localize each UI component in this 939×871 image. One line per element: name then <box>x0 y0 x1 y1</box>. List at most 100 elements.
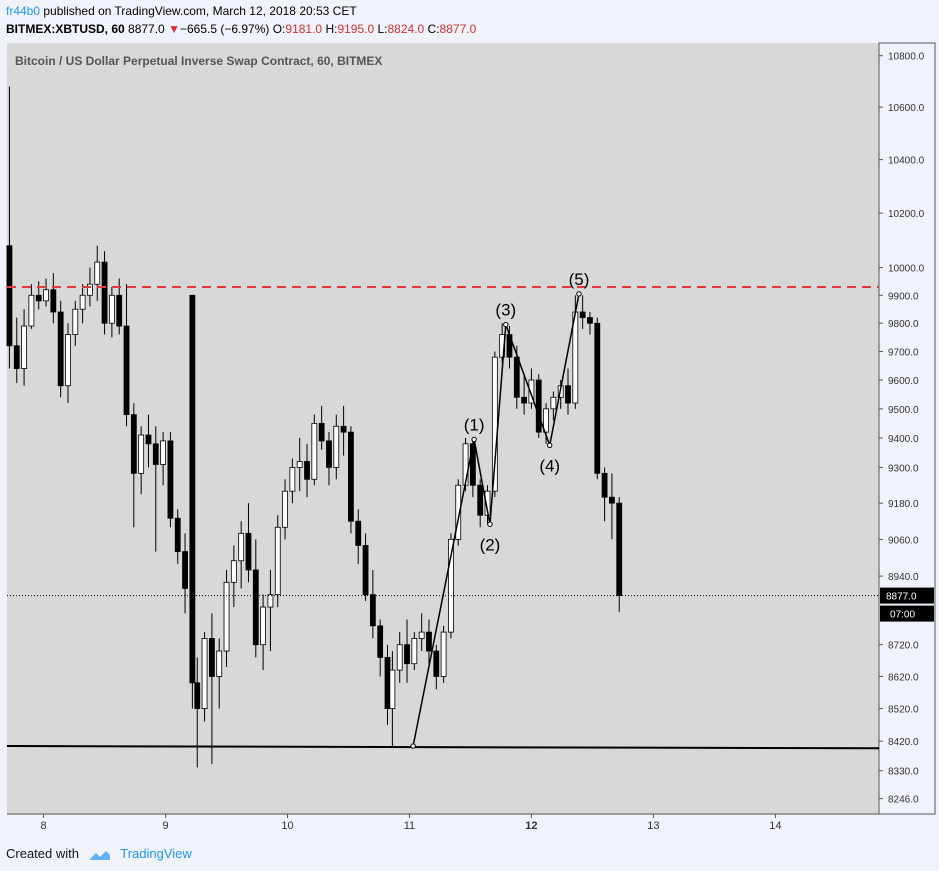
wave-label: (5) <box>569 270 590 289</box>
candle <box>296 437 303 492</box>
plot-area[interactable] <box>7 43 879 814</box>
price-tick-label: 10000.0 <box>888 264 925 275</box>
candle <box>396 632 403 683</box>
candle-body-down <box>587 317 593 324</box>
candle <box>362 533 369 601</box>
candle-body-up <box>216 650 223 677</box>
candle <box>355 509 362 564</box>
candle-body-up <box>260 606 267 646</box>
candle-body-up <box>389 669 396 709</box>
candle <box>130 403 137 528</box>
candle-body-down <box>194 682 201 709</box>
candle-body-up <box>411 638 418 665</box>
candle-body-up <box>43 289 49 302</box>
candle-body-down <box>189 294 196 684</box>
candle <box>528 368 535 409</box>
candle <box>21 309 27 386</box>
candle <box>182 533 188 614</box>
candle <box>491 351 498 498</box>
time-axis[interactable] <box>7 814 879 834</box>
candle-body-up <box>238 532 245 562</box>
candle-body-down <box>579 311 586 319</box>
candle <box>411 632 418 671</box>
time-tick-label: 10 <box>281 820 293 832</box>
candle <box>101 251 108 335</box>
publish-info: fr44b0 published on TradingView.com, Mar… <box>6 4 357 18</box>
time-tick-label: 13 <box>647 820 659 832</box>
last-price: 8877.0 <box>128 22 165 36</box>
high-value: 9195.0 <box>337 22 375 36</box>
elliott-wave-node <box>471 436 477 443</box>
candle <box>369 569 376 639</box>
candle <box>455 479 462 546</box>
wave-label: (4) <box>539 456 560 475</box>
elliott-wave-node <box>547 442 553 449</box>
candle-body-down <box>340 425 347 433</box>
candle-body-down <box>601 472 608 498</box>
candle <box>448 533 454 639</box>
symbol-label: BITMEX:XBTUSD, 60 <box>6 22 125 36</box>
candle-body-down <box>252 569 259 646</box>
price-ticks: 10800.0 10600.0 10400.0 10200.0 10000.0 9900.… <box>879 52 934 806</box>
candle <box>289 458 296 504</box>
candle-body-down <box>377 625 384 658</box>
chart-title: Bitcoin / US Dollar Perpetual Inverse Sw… <box>15 54 382 68</box>
current-price-label: 8877.0 <box>886 592 917 603</box>
candle <box>311 414 318 486</box>
candle <box>145 414 152 468</box>
time-tick-label: 11 <box>404 820 415 832</box>
price-tick-label: 8940.0 <box>888 572 919 583</box>
candle <box>404 619 410 683</box>
support-line <box>6 745 880 750</box>
high-label: H: <box>325 22 338 36</box>
candle-body-down <box>355 520 362 546</box>
overlays-layer: (1) (2) (3) (4) (5) <box>6 270 880 750</box>
price-tick-label: 10600.0 <box>888 103 925 114</box>
candle-body-up <box>455 484 462 540</box>
candle <box>477 479 484 528</box>
candle-body-down <box>326 440 332 468</box>
candle <box>167 432 174 528</box>
candle-body-down <box>174 517 181 552</box>
candle <box>579 295 586 329</box>
candle <box>6 86 13 369</box>
candle <box>377 619 384 677</box>
price-tick-label: 9800.0 <box>888 319 919 330</box>
candle <box>189 294 196 709</box>
close-label: C: <box>427 22 440 36</box>
time-tick-label: 14 <box>769 820 781 832</box>
ohlc-legend: BITMEX:XBTUSD, 60 8877.0 ▼−665.5 (−6.97%… <box>6 22 476 36</box>
current-price-box <box>880 587 934 604</box>
open-label: O: <box>272 22 286 36</box>
candle <box>389 651 396 747</box>
candle-body-down <box>130 414 137 474</box>
candle <box>333 414 340 480</box>
candle-body-down <box>594 322 601 474</box>
tradingview-brand-link[interactable]: TradingView <box>120 846 192 861</box>
author-link[interactable]: fr44b0 <box>6 4 41 18</box>
candle-body-up <box>108 294 115 324</box>
candle <box>252 539 259 658</box>
candle-body-down <box>35 294 42 302</box>
candle-body-down <box>123 325 130 416</box>
candle <box>238 521 245 589</box>
candle-body-up <box>201 638 208 709</box>
tradingview-logo-icon <box>89 850 110 860</box>
candle-body-up <box>160 440 167 465</box>
price-tick-label: 9500.0 <box>888 405 919 416</box>
candle <box>616 497 623 613</box>
price-axis[interactable] <box>878 42 936 815</box>
candle <box>50 273 57 324</box>
candle-body-down <box>362 545 369 596</box>
price-tick-label: 8720.0 <box>888 641 919 652</box>
candle-body-up <box>550 396 557 410</box>
price-tick-label: 8330.0 <box>888 767 919 778</box>
candle-body-down <box>208 638 215 677</box>
candle-body-down <box>245 532 252 571</box>
candle-body-down <box>609 496 615 504</box>
candle <box>57 300 64 398</box>
candle-body-up <box>65 334 71 387</box>
candle <box>587 312 593 335</box>
wave-label: (2) <box>480 535 501 554</box>
